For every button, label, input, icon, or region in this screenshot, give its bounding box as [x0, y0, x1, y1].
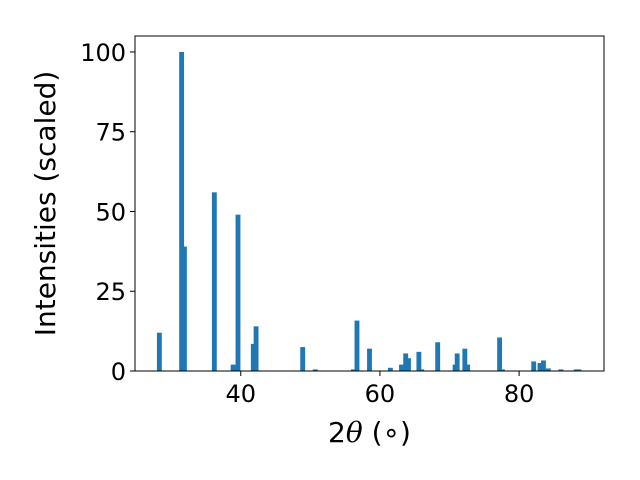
x-tick-label: 80	[504, 380, 535, 408]
bar	[250, 343, 256, 371]
bars-group	[156, 51, 582, 371]
bar	[576, 369, 582, 371]
bar	[558, 369, 564, 371]
bar	[462, 348, 468, 371]
bar	[387, 367, 393, 371]
bar	[537, 363, 543, 371]
x-axis-ticks: 40 60 80	[225, 371, 534, 408]
bar	[454, 353, 460, 371]
bar	[235, 214, 241, 371]
bar	[399, 364, 404, 371]
bar	[435, 342, 441, 371]
bar	[419, 369, 425, 371]
bar	[300, 347, 306, 371]
bar	[531, 361, 537, 371]
bar	[497, 337, 503, 371]
bar	[406, 358, 411, 371]
bar	[156, 332, 162, 371]
bar	[367, 348, 372, 371]
bar	[230, 364, 236, 371]
bar	[499, 369, 505, 371]
bar	[541, 360, 546, 371]
x-tick-label: 60	[365, 380, 396, 408]
y-tick-label: 25	[95, 278, 126, 306]
bar	[181, 246, 187, 371]
bar	[253, 326, 259, 371]
bar	[403, 353, 409, 371]
bar	[211, 192, 217, 371]
x-axis-label-suffix: (∘)	[363, 416, 411, 449]
bar	[545, 368, 551, 371]
y-axis-label: Intensities (scaled)	[29, 71, 62, 337]
y-tick-label: 100	[80, 39, 126, 67]
bar	[179, 51, 185, 371]
x-axis-label: 2θ (∘)	[328, 416, 411, 449]
y-tick-label: 0	[111, 358, 126, 386]
plot-frame	[134, 35, 605, 372]
y-tick-label: 50	[95, 198, 126, 226]
y-tick-label: 75	[95, 119, 126, 147]
bar	[416, 351, 422, 371]
x-axis-label-symbol: θ	[346, 416, 363, 449]
x-tick-label: 40	[225, 380, 256, 408]
bar	[312, 369, 318, 371]
bar	[351, 369, 356, 371]
bar	[354, 320, 360, 371]
x-axis-label-prefix: 2	[328, 416, 346, 449]
bar	[573, 369, 579, 371]
y-axis-ticks: 0 25 50 75 100	[80, 39, 135, 386]
bar	[465, 364, 471, 371]
